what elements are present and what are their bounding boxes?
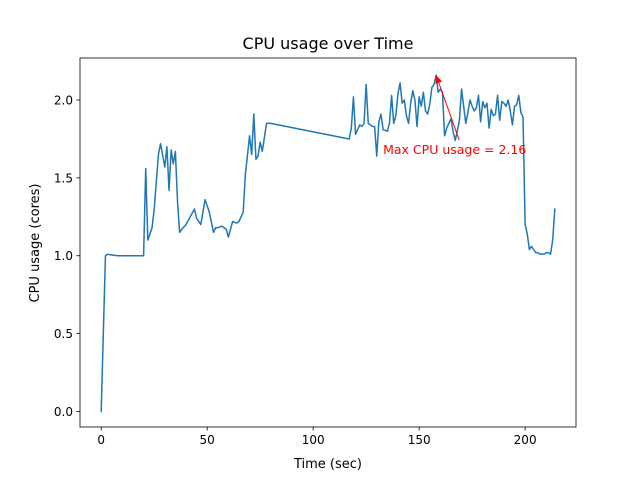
y-tick-label: 1.0 [54, 249, 73, 263]
annotation-arrow-head [435, 75, 443, 84]
x-axis-label: Time (sec) [293, 457, 362, 472]
annotation-label: Max CPU usage = 2.16 [383, 142, 526, 157]
plot-area: 0 50 100 150 200 0.0 0.5 1.0 1.5 2.0 Max CPU usage… [54, 57, 577, 447]
x-tick-label: 50 [200, 433, 215, 447]
y-tick-label: 0.0 [54, 405, 73, 419]
x-tick-label: 200 [514, 433, 537, 447]
cpu-usage-series-line [100, 74, 556, 413]
x-tick-label: 100 [302, 433, 325, 447]
y-tick-label: 1.5 [54, 171, 73, 185]
y-tick-label: 2.0 [54, 94, 73, 108]
chart-title: CPU usage over Time [243, 34, 414, 53]
axes-frame [79, 57, 577, 428]
x-tick-label: 150 [408, 433, 431, 447]
annotation-arrow-line [435, 74, 460, 141]
x-tick-label: 0 [97, 433, 105, 447]
y-tick-label: 0.5 [54, 327, 73, 341]
y-axis-label: CPU usage (cores) [28, 184, 43, 303]
